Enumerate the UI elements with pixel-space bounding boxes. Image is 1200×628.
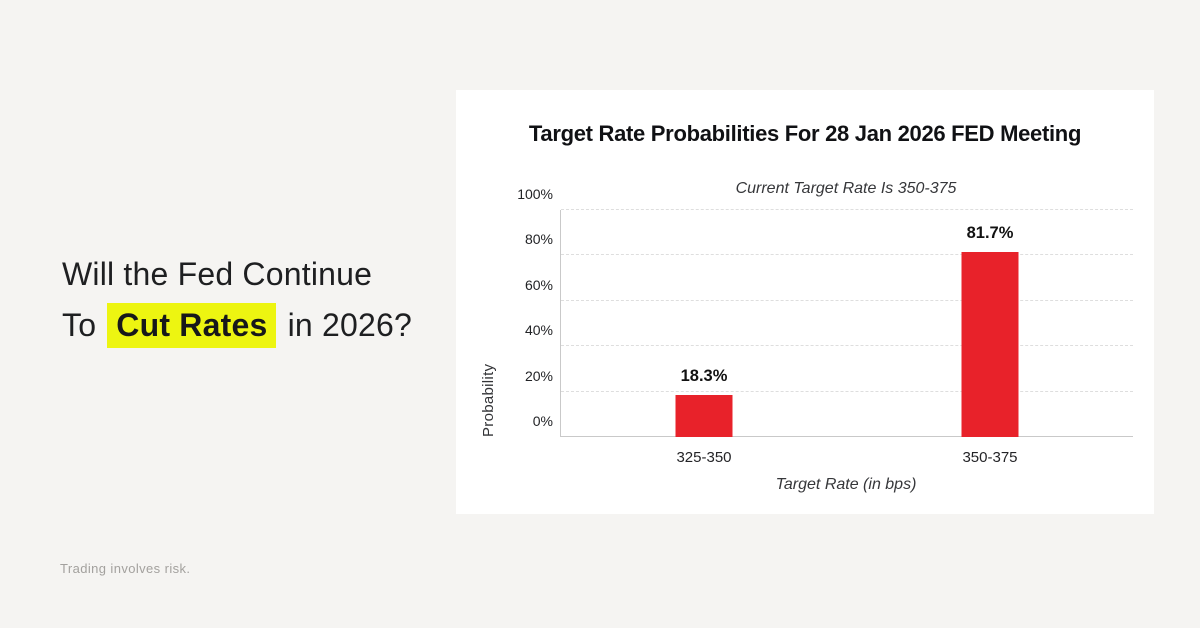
x-axis-label: Target Rate (in bps) <box>775 476 917 493</box>
headline-line1: Will the Fed Continue <box>62 256 373 292</box>
headline-line2-prefix: To <box>62 307 97 343</box>
chart-card: Target Rate Probabilities For 28 Jan 202… <box>456 90 1154 514</box>
gridline <box>561 299 1133 301</box>
gridline <box>561 209 1133 210</box>
gridline <box>561 345 1133 347</box>
bar <box>675 395 733 437</box>
chart-subtitle: Current Target Rate Is 350-375 <box>735 180 957 197</box>
plot-area: 0% 20% 40% 60% 80% 100% 18.3% 325-350 81.7% 350-3… <box>517 186 1133 466</box>
bar-value-label: 18.3% <box>680 367 728 386</box>
headline-highlight: Cut Rates <box>107 303 277 348</box>
y-tick-label: 20% <box>524 367 553 384</box>
headline-line2: To Cut Rates in 2026? <box>62 300 412 351</box>
x-category-label: 325-350 <box>676 449 732 466</box>
y-tick-label: 60% <box>524 276 553 293</box>
gridline <box>561 390 1133 392</box>
gridline <box>561 254 1133 256</box>
y-tick-label: 80% <box>524 231 553 248</box>
headline: Will the Fed Continue To Cut Rates in 20… <box>62 249 412 351</box>
gridline <box>561 436 1133 437</box>
bar-value-label: 81.7% <box>966 223 1014 242</box>
x-category-label: 350-375 <box>962 449 1018 466</box>
y-tick-label: 100% <box>517 186 553 202</box>
disclaimer-text: Trading involves risk. <box>60 561 191 576</box>
bar <box>961 251 1019 437</box>
headline-line2-suffix: in 2026? <box>287 307 412 343</box>
y-tick-label: 40% <box>524 322 553 339</box>
bar-group: 81.7% 350-375 <box>930 210 1050 466</box>
bar-group: 18.3% 325-350 <box>644 210 764 466</box>
y-axis-label: Probability <box>480 363 497 437</box>
y-tick-label: 0% <box>532 413 553 429</box>
chart-title: Target Rate Probabilities For 28 Jan 202… <box>528 121 1082 146</box>
